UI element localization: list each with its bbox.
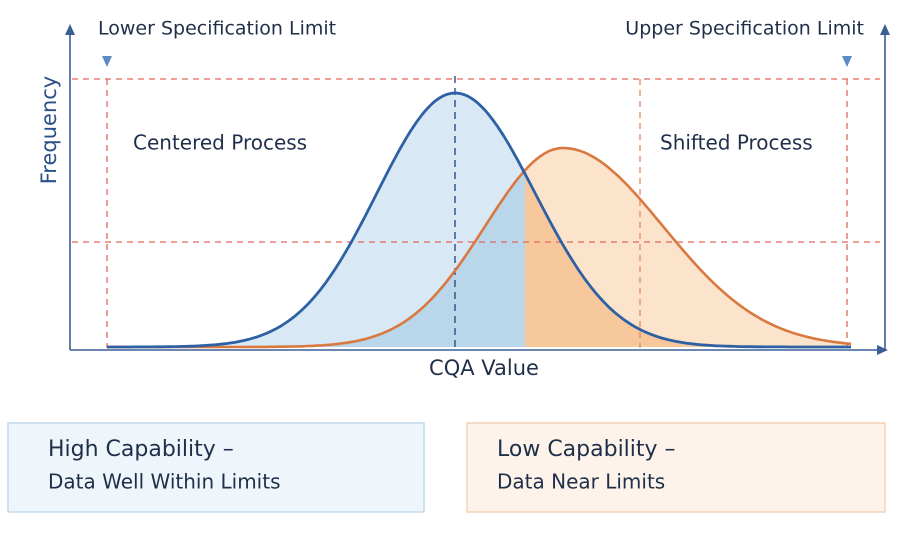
limit-lines <box>72 78 880 348</box>
axes <box>65 24 890 355</box>
curve-fills <box>107 93 851 347</box>
right-arrow <box>880 24 890 35</box>
curves <box>107 91 852 349</box>
high-capability-box <box>7 422 425 513</box>
y-arrow <box>65 24 75 35</box>
shifted-fill <box>525 148 851 347</box>
centered-curve <box>107 91 851 349</box>
upper-limit-label: Upper Specification Limit <box>625 18 864 40</box>
centered-label: Centered Process <box>133 131 307 155</box>
upper-marker <box>842 56 852 67</box>
overlap-fill <box>525 173 851 347</box>
x-arrow <box>877 345 888 355</box>
box-title: Low Capability – <box>497 437 676 462</box>
shifted-curve <box>107 146 852 349</box>
y-axis-label: Frequency <box>37 76 61 185</box>
x-axis-label: CQA Value <box>429 356 539 380</box>
lower-marker <box>102 56 112 67</box>
shifted-label: Shifted Process <box>660 131 813 155</box>
low-capability-box <box>466 422 886 513</box>
box-title: High Capability – <box>48 437 234 462</box>
box-subtitle: Data Well Within Limits <box>48 470 281 494</box>
box-subtitle: Data Near Limits <box>497 470 665 494</box>
centered-fill <box>107 93 525 347</box>
overlap-fill <box>107 170 525 347</box>
lower-limit-label: Lower Specification Limit <box>98 18 336 40</box>
